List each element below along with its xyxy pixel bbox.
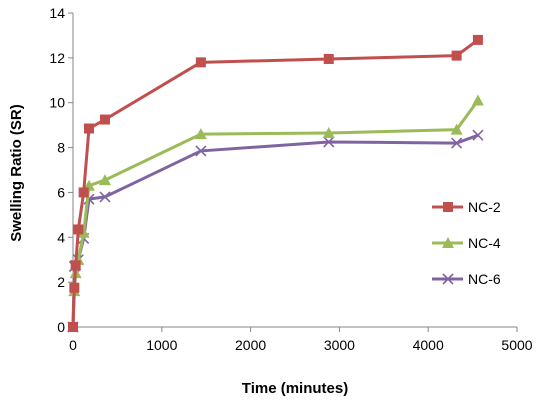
data-point-square <box>78 187 89 198</box>
x-marker-stroke <box>195 145 207 157</box>
data-point-square <box>99 114 110 125</box>
y-tick-label: 2 <box>57 274 65 290</box>
y-tick-label: 14 <box>49 5 65 21</box>
data-point-square <box>83 123 94 134</box>
y-tick-label: 6 <box>57 184 65 200</box>
data-point-square <box>68 322 78 332</box>
x-marker-stroke <box>451 137 463 149</box>
data-point-triangle <box>194 128 207 140</box>
data-point-square <box>70 260 81 271</box>
x-tick-label: 5000 <box>501 337 532 353</box>
series-layer <box>67 34 484 333</box>
data-point-triangle <box>322 126 335 138</box>
y-tick-label: 0 <box>57 319 65 335</box>
data-point-square <box>69 282 80 293</box>
x-tick-label: 3000 <box>324 337 355 353</box>
data-point-x <box>323 136 335 148</box>
y-tick-label: 12 <box>49 50 65 66</box>
x-marker-stroke <box>442 273 454 285</box>
legend-item-nc-4: NC-4 <box>432 235 501 251</box>
data-point-square <box>472 34 483 45</box>
data-point-x <box>99 191 111 203</box>
legend-item-nc-6: NC-6 <box>432 271 501 287</box>
x-tick-label: 2000 <box>235 337 266 353</box>
series-nc-2 <box>68 34 483 332</box>
data-point-x <box>195 145 207 157</box>
data-point-triangle <box>471 94 484 106</box>
y-axis-title: Swelling Ratio (SR) <box>8 104 25 242</box>
data-point-triangle <box>450 123 463 135</box>
data-point-square <box>73 224 84 235</box>
data-point-square <box>195 57 206 68</box>
data-point-square <box>323 53 334 64</box>
legend-label: NC-2 <box>468 199 501 215</box>
x-tick-label: 0 <box>69 337 77 353</box>
x-tick-label: 4000 <box>413 337 444 353</box>
x-tick-label: 1000 <box>146 337 177 353</box>
x-marker-stroke <box>323 136 335 148</box>
x-marker-stroke <box>472 129 484 141</box>
legend-item-nc-2: NC-2 <box>432 199 501 215</box>
data-point-x <box>472 129 484 141</box>
data-point-x <box>442 273 454 285</box>
axes: 0 2 4 6 8 10 12 14 0 1000 2000 3000 4000 5000 <box>49 5 532 353</box>
data-point-square <box>443 202 453 212</box>
y-tick-label: 10 <box>49 95 65 111</box>
legend-label: NC-4 <box>468 235 501 251</box>
data-point-triangle <box>442 237 454 248</box>
y-tick-label: 8 <box>57 140 65 156</box>
legend: NC-2 NC-4 NC-6 <box>432 199 501 287</box>
data-point-triangle <box>77 226 90 238</box>
data-point-triangle <box>98 174 111 186</box>
legend-label: NC-6 <box>468 271 501 287</box>
data-point-x <box>451 137 463 149</box>
x-axis-title: Time (minutes) <box>242 380 348 397</box>
y-tick-label: 4 <box>57 229 65 245</box>
data-point-square <box>451 50 462 61</box>
x-marker-stroke <box>99 191 111 203</box>
